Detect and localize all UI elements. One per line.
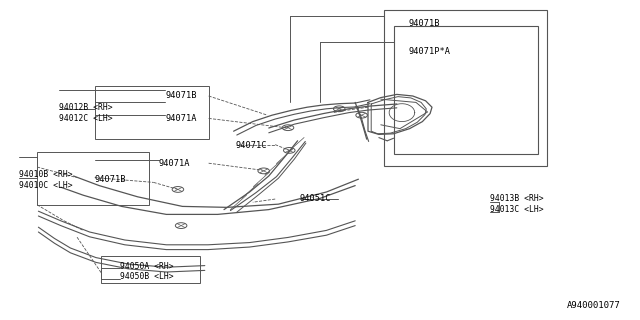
Text: 94071B: 94071B: [408, 20, 440, 28]
Text: 94071A: 94071A: [159, 159, 190, 168]
Bar: [37, 152, 149, 205]
Bar: [101, 256, 200, 283]
Text: 94071B: 94071B: [95, 175, 126, 184]
Text: A940001077: A940001077: [567, 301, 621, 310]
Text: 94071P*A: 94071P*A: [408, 47, 451, 56]
Bar: [384, 10, 547, 166]
Text: 94010B <RH>: 94010B <RH>: [19, 170, 73, 179]
Text: 94050B <LH>: 94050B <LH>: [120, 272, 174, 281]
Text: 94010C <LH>: 94010C <LH>: [19, 181, 73, 190]
Text: 94071A: 94071A: [165, 114, 196, 123]
Text: 94050A <RH>: 94050A <RH>: [120, 262, 174, 271]
Text: 94071B: 94071B: [165, 92, 196, 100]
Text: 94012C <LH>: 94012C <LH>: [59, 114, 113, 123]
Text: 94071C: 94071C: [236, 141, 267, 150]
Text: 94013B <RH>: 94013B <RH>: [490, 194, 543, 203]
Bar: [95, 86, 209, 139]
Text: 94051C: 94051C: [300, 194, 331, 203]
Bar: [394, 26, 538, 154]
Text: 94012B <RH>: 94012B <RH>: [59, 103, 113, 112]
Text: 94013C <LH>: 94013C <LH>: [490, 205, 543, 214]
